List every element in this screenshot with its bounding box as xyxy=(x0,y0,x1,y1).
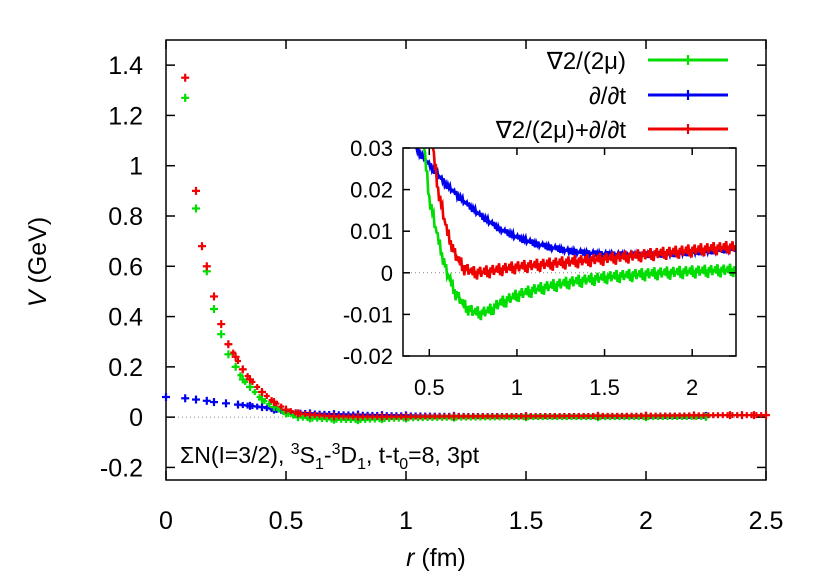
y-axis-label: V (GeV) xyxy=(24,217,52,307)
green-point xyxy=(242,378,249,385)
legend-marker xyxy=(683,124,693,134)
x-tick-label: 2 xyxy=(639,507,653,535)
inset-x-tick-label: 0.5 xyxy=(414,375,445,400)
blue-point xyxy=(162,393,170,402)
blue-point xyxy=(210,398,218,407)
red-point xyxy=(259,389,265,395)
y-tick-label: 0.8 xyxy=(108,203,143,231)
y-tick-label: 0.2 xyxy=(108,354,143,382)
y-tick-label: 1.2 xyxy=(108,102,143,130)
inset-ticks: 0.5 1 1.5 2 -0.02 -0.01 0 0.01 0.02 0.03 xyxy=(343,136,736,400)
blue-point xyxy=(181,394,190,403)
inset-x-tick-label: 1 xyxy=(511,375,523,400)
inset-y-tick-label: 0.03 xyxy=(350,136,393,161)
inset-x-tick-label: 1.5 xyxy=(589,375,620,400)
red-point xyxy=(263,393,270,400)
y-tick-label: 0.4 xyxy=(108,304,143,332)
inset-y-tick-label: -0.01 xyxy=(343,302,393,327)
green-point xyxy=(210,305,218,314)
legend-label: ∇2/(2μ)+∂/∂t xyxy=(495,117,627,144)
blue-point xyxy=(202,396,211,405)
x-axis-label: r (fm) xyxy=(406,544,466,572)
red-point xyxy=(198,242,206,251)
legend: ∇2/(2μ) ∂/∂t ∇2/(2μ)+∂/∂t xyxy=(495,48,728,144)
green-point xyxy=(192,204,200,213)
red-point xyxy=(230,349,237,356)
red-inset-line xyxy=(431,148,736,280)
red-point xyxy=(231,352,240,361)
legend-item-blue: ∂/∂t xyxy=(589,83,728,110)
inset-data-lines xyxy=(415,148,736,321)
green-point xyxy=(266,401,273,408)
legend-marker xyxy=(683,90,693,100)
red-point xyxy=(254,383,261,390)
y-tick-label: 1 xyxy=(129,153,143,181)
legend-item-green: ∇2/(2μ) xyxy=(546,48,728,75)
inset-x-tick-label: 2 xyxy=(686,375,698,400)
red-point xyxy=(283,406,289,413)
red-point xyxy=(278,403,285,410)
green-point xyxy=(251,389,258,395)
legend-item-red: ∇2/(2μ)+∂/∂t xyxy=(495,117,728,144)
red-point xyxy=(181,73,190,82)
red-point xyxy=(202,262,211,271)
green-point xyxy=(217,330,226,339)
green-inset-line xyxy=(422,148,736,321)
main-plot-frame xyxy=(165,39,767,481)
red-point xyxy=(244,373,251,380)
x-tick-label: 1 xyxy=(399,507,413,535)
green-point xyxy=(232,363,239,370)
red-point xyxy=(192,186,200,195)
x-tick-label: 1.5 xyxy=(509,507,544,535)
red-point xyxy=(225,341,232,348)
y-tick-label: -0.2 xyxy=(100,454,143,482)
x-tick-label: 0 xyxy=(159,507,173,535)
red-point xyxy=(273,400,280,407)
inset-y-tick-label: 0.01 xyxy=(350,219,393,244)
blue-point xyxy=(192,395,200,404)
red-point xyxy=(758,412,765,419)
green-point xyxy=(181,93,190,102)
y-tick-label: 0.6 xyxy=(108,253,143,281)
green-point xyxy=(224,350,233,359)
red-point xyxy=(217,320,226,329)
annotation: ΣN(I=3/2), 3S1-3D1, t-t0=8, 3pt xyxy=(180,441,480,473)
green-point xyxy=(247,383,253,390)
red-point xyxy=(249,378,256,385)
y-tick-label: 1.4 xyxy=(108,52,143,80)
green-point xyxy=(256,394,263,401)
inset-y-tick-label: 0 xyxy=(381,261,393,286)
legend-marker xyxy=(683,55,693,65)
blue-point xyxy=(222,399,230,408)
legend-label: ∂/∂t xyxy=(589,83,626,110)
y-tick-label: 0 xyxy=(129,404,143,432)
legend-label: ∇2/(2μ) xyxy=(546,48,626,75)
green-point xyxy=(261,398,268,405)
red-point xyxy=(239,366,246,373)
inset-frame xyxy=(402,147,737,357)
red-point xyxy=(210,292,218,301)
inset-y-tick-label: 0.02 xyxy=(350,178,393,203)
x-tick-label: 0.5 xyxy=(269,507,304,535)
inset-y-tick-label: -0.02 xyxy=(343,344,393,369)
green-point xyxy=(237,372,244,379)
red-point xyxy=(268,397,275,404)
red-point xyxy=(287,408,294,415)
x-tick-label: 2.5 xyxy=(749,507,784,535)
main-data-points xyxy=(162,73,770,425)
main-ticks: 0 0.5 1 1.5 2 2.5 -0.2 0 0.2 0.4 0.6 0.8 1 1.2 1.4 xyxy=(100,40,783,535)
red-point xyxy=(235,357,241,364)
